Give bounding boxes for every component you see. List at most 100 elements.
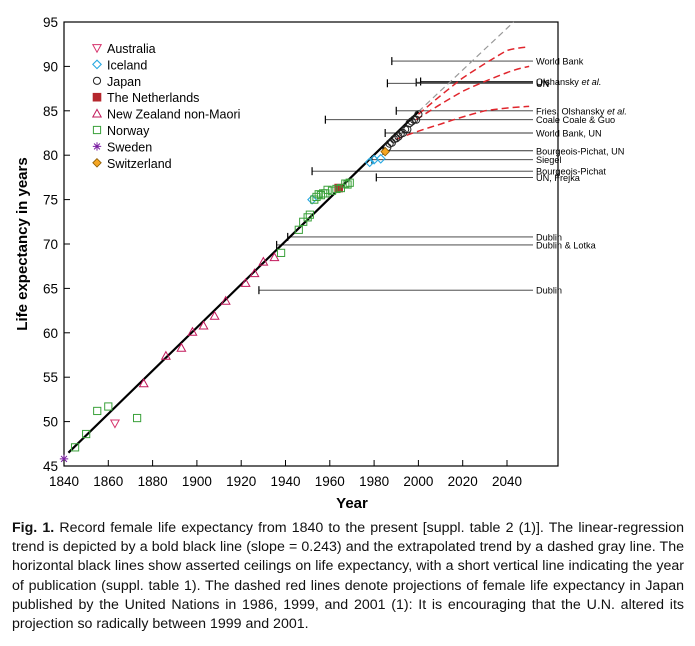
legend-label: Japan: [107, 75, 141, 89]
legend-marker: [92, 125, 102, 135]
data-point: [187, 326, 198, 336]
ceiling-label: World Bank, UN: [536, 129, 602, 139]
data-point: [401, 125, 410, 134]
legend-label: Australia: [107, 42, 156, 56]
x-tick-label: 1900: [182, 474, 212, 489]
data-point: [82, 429, 91, 439]
figure-caption: Fig. 1. Record female life expectancy fr…: [12, 519, 684, 634]
data-point: [104, 402, 113, 411]
ceiling-label-main: Olshansky: [536, 77, 581, 87]
data-point: [323, 185, 332, 194]
data-point: [343, 180, 352, 189]
legend-marker: [91, 108, 103, 118]
x-tick-label: 1860: [93, 474, 123, 489]
data-point: [70, 443, 80, 452]
data-point: [407, 117, 416, 126]
ceiling-label: Fries, Olshansky et al.: [536, 106, 627, 116]
ceiling-label: World Bank: [536, 57, 584, 67]
x-axis-label: Year: [336, 495, 368, 512]
ceiling-label: Coale Coale & Guo: [536, 115, 615, 125]
un-projection-line: [395, 105, 530, 140]
data-point: [303, 213, 312, 222]
data-point: [249, 268, 260, 278]
data-point: [316, 191, 326, 200]
y-tick-label: 95: [43, 15, 58, 30]
data-point: [240, 277, 251, 287]
legend-marker: [92, 59, 102, 70]
data-point: [93, 406, 102, 416]
ceiling-label-main: Bourgeois-Pichat, UN: [536, 146, 624, 156]
legend-label: Norway: [107, 124, 150, 138]
data-point: [341, 179, 350, 188]
y-tick-label: 80: [43, 148, 58, 163]
ceiling-label: Dublin: [536, 286, 562, 296]
points-layer: [59, 110, 423, 464]
y-tick-label: 55: [43, 370, 58, 385]
data-point: [314, 190, 323, 199]
ceiling-label-main: Siegel: [536, 155, 562, 165]
y-tick-label: 90: [43, 59, 58, 74]
legend-marker: [92, 76, 102, 85]
ceiling-label-main: Dublin: [536, 286, 562, 296]
projection-layer: [395, 46, 530, 140]
legend-label: New Zealand non-Maori: [107, 108, 240, 122]
ceiling-label: UN, Frejka: [536, 173, 581, 183]
x-tick-label: 1840: [49, 474, 79, 489]
un-projection-line: [415, 65, 530, 121]
data-point: [299, 217, 308, 226]
y-tick-label: 85: [43, 104, 58, 119]
legend: Australia Iceland Japan The Netherlands New …: [91, 42, 240, 171]
data-point: [364, 157, 375, 168]
x-tick-label: 2000: [403, 474, 433, 489]
data-point: [198, 320, 209, 330]
ceiling-label-main: UN: [536, 78, 549, 88]
ceiling-label: Siegel: [536, 155, 562, 165]
data-point: [332, 184, 341, 194]
x-tick-label: 1940: [270, 474, 300, 489]
x-tick-label: 2040: [492, 474, 522, 489]
ceiling-label-main: UN: [536, 79, 549, 89]
y-tick-label: 45: [43, 459, 58, 474]
data-point: [305, 210, 314, 219]
data-point: [269, 252, 280, 262]
legend-label: The Netherlands: [107, 91, 199, 105]
data-point: [409, 115, 419, 124]
ceiling-label-main: Coale Coale & Guo: [536, 115, 615, 125]
x-tick-label: 1880: [138, 474, 168, 489]
y-tick-label: 65: [43, 281, 58, 296]
y-tick-label: 60: [43, 326, 58, 341]
data-point: [258, 256, 269, 266]
ceiling-label-main: Dublin: [536, 232, 562, 242]
x-tick-label: 2020: [448, 474, 478, 489]
ceiling-label-main: World Bank, UN: [536, 129, 602, 139]
legend-marker: [92, 158, 102, 168]
ceiling-label: Olshansky et al.: [536, 77, 601, 87]
ceiling-label-italic: et al.: [607, 106, 627, 116]
legend-label: Iceland: [107, 58, 147, 72]
x-tick-label: 1960: [315, 474, 345, 489]
ceiling-label: Bourgeois-Pichat, UN: [536, 146, 624, 156]
data-point: [138, 378, 149, 388]
data-point: [375, 153, 386, 164]
legend-marker: [91, 44, 103, 54]
x-tick-label: 1980: [359, 474, 389, 489]
data-point: [132, 413, 142, 423]
data-point: [345, 178, 354, 187]
data-point: [392, 134, 401, 143]
legend-marker: [92, 92, 102, 102]
ceiling-label-main: Bourgeois-Pichat: [536, 167, 606, 177]
ceiling-label-main: Dublin & Lotka: [536, 240, 597, 250]
ceiling-label: Dublin & Lotka: [536, 240, 597, 250]
data-point: [310, 195, 319, 204]
data-point: [176, 342, 187, 352]
ceiling-label-main: Fries, Olshansky: [536, 106, 607, 116]
y-tick-label: 75: [43, 193, 58, 208]
data-point: [412, 115, 421, 124]
legend-label: Switzerland: [107, 157, 172, 171]
extrapolated-trend-line: [417, 21, 515, 113]
data-point: [294, 225, 303, 234]
legend-marker: [92, 142, 102, 151]
data-point: [59, 454, 69, 464]
